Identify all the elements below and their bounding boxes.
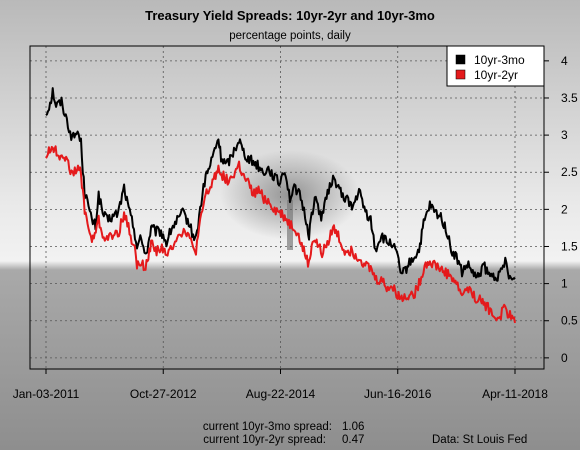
- series-line-10yr-2yr: [45, 145, 516, 324]
- y-tick-label: 0: [561, 351, 568, 365]
- x-tick-label: Jun-16-2016: [364, 387, 432, 401]
- x-tick-label: Jan-03-2011: [13, 387, 80, 401]
- legend-swatch-10yr-3mo: [455, 54, 466, 65]
- legend: 10yr-3mo 10yr-2yr: [446, 45, 545, 87]
- legend-box: [446, 45, 545, 87]
- legend-label-10yr-2yr: 10yr-2yr: [474, 68, 518, 82]
- y-tick-label: 0.5: [561, 314, 578, 328]
- y-tick-label: 2: [561, 202, 568, 216]
- x-tick-label: Aug-22-2014: [246, 387, 316, 401]
- footer-label-10yr-2yr: current 10yr-2yr spread:: [203, 434, 326, 446]
- data-source: Data: St Louis Fed: [432, 434, 527, 446]
- y-tick-label: 2.5: [561, 165, 578, 179]
- series-line-10yr-3mo: [45, 87, 516, 282]
- plot-frame: [29, 45, 545, 370]
- footer-value-10yr-3mo: 1.06: [342, 421, 364, 433]
- footer-label-10yr-3mo: current 10yr-3mo spread:: [203, 421, 332, 433]
- chart-title: Treasury Yield Spreads: 10yr-2yr and 10y…: [145, 8, 435, 23]
- footer-value-10yr-2yr: 0.47: [342, 434, 364, 446]
- y-tick-label: 4: [561, 54, 568, 68]
- series-lines: [45, 87, 516, 324]
- x-tick-label: Oct-27-2012: [130, 387, 197, 401]
- y-tick-label: 1.5: [561, 239, 578, 253]
- y-tick-label: 1: [561, 277, 568, 291]
- grid: [30, 46, 544, 369]
- chart-subtitle: percentage points, daily: [229, 30, 351, 42]
- legend-swatch-10yr-2yr: [455, 69, 466, 80]
- legend-label-10yr-3mo: 10yr-3mo: [474, 53, 525, 67]
- x-tick-label: Apr-11-2018: [482, 387, 548, 401]
- y-tick-label: 3: [561, 128, 568, 142]
- x-axis: Jan-03-2011 Oct-27-2012 Aug-22-2014 Jun-16-…: [13, 369, 548, 401]
- y-tick-label: 3.5: [561, 91, 578, 105]
- y-axis: 0 0.5 1 1.5 2 2.5 3 3.5 4: [544, 54, 578, 365]
